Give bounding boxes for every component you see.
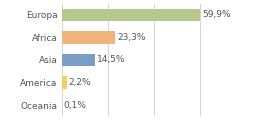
Text: 2,2%: 2,2%	[69, 78, 91, 87]
Bar	[62, 54, 95, 66]
Text: 14,5%: 14,5%	[97, 55, 125, 64]
Text: 23,3%: 23,3%	[117, 33, 146, 42]
Bar	[62, 9, 200, 21]
Text: 59,9%: 59,9%	[202, 10, 230, 19]
Bar	[62, 76, 67, 89]
Text: 0,1%: 0,1%	[64, 101, 87, 110]
Bar	[62, 31, 115, 44]
